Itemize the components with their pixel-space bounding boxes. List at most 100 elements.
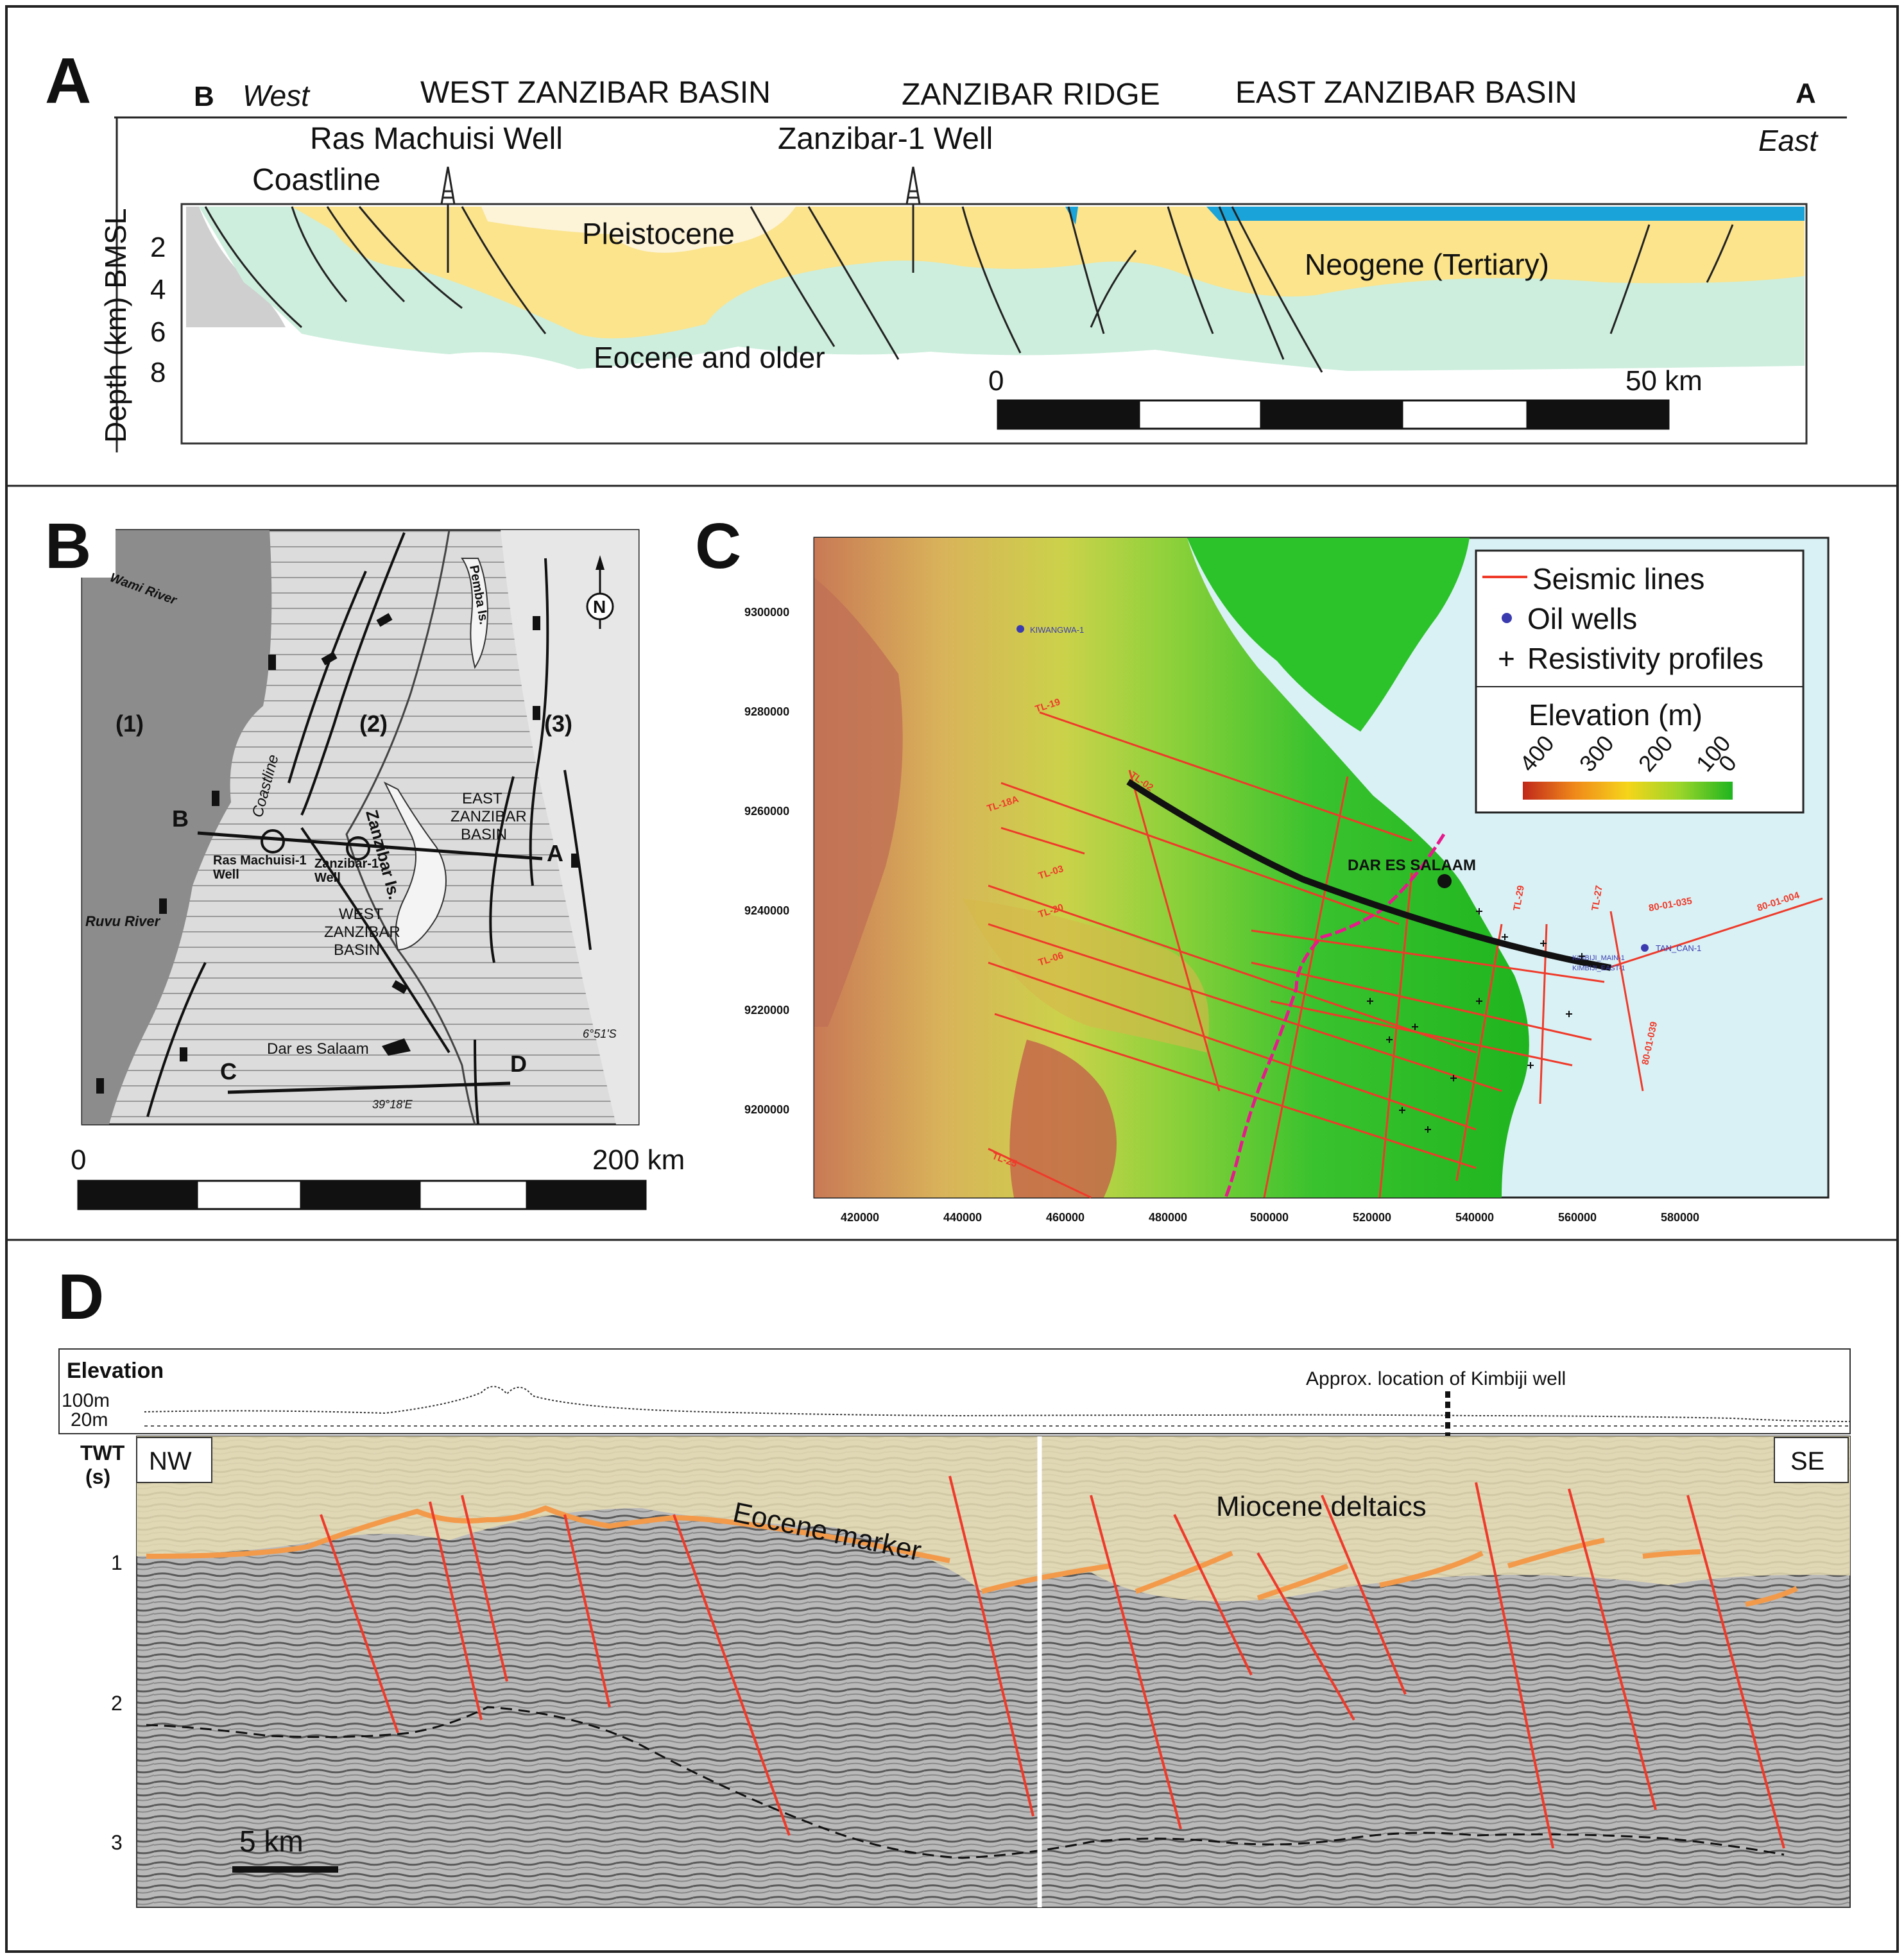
zone-2-label: (2) xyxy=(359,710,388,737)
depth-tick-6: 6 xyxy=(150,316,166,348)
legend-resistivity-swatch: + xyxy=(1498,642,1515,675)
elevation-color-bar xyxy=(1523,782,1733,800)
panel-b-letter-box xyxy=(39,507,116,578)
west-basin-label-2: ZANZIBAR xyxy=(324,923,400,941)
miocene-deltaics-label: Miocene deltaics xyxy=(1216,1491,1427,1522)
scale-bar-a xyxy=(997,399,1670,430)
coastline-b xyxy=(345,529,476,1125)
neogene-label: Neogene (Tertiary) xyxy=(1305,248,1549,281)
dem-red-highland xyxy=(814,578,903,1027)
se-box xyxy=(1774,1437,1849,1483)
well-kimbiji-main-label: KIMBIJI_MAIN-1 xyxy=(1572,954,1625,962)
c-y-tick-5: 9200000 xyxy=(744,1103,789,1116)
basement-reflector-dashed xyxy=(146,1706,1785,1859)
scale-a-start: 0 xyxy=(988,365,1004,397)
scale-d-label: 5 km xyxy=(239,1825,304,1858)
panel-c-letter: C xyxy=(695,510,741,582)
scale-bar-d xyxy=(232,1866,338,1873)
latitude-label: 6°51'S xyxy=(583,1027,617,1040)
legend-box xyxy=(1475,549,1805,814)
pemba-island-b xyxy=(461,558,489,669)
scale-b-start: 0 xyxy=(71,1144,86,1176)
section-line-cd xyxy=(227,1081,511,1094)
panel-d-letter: D xyxy=(58,1261,104,1333)
zone-1-label: (1) xyxy=(116,710,144,737)
depth-axis-label: Depth (km) BMSL xyxy=(99,208,132,443)
depth-tick-8: 8 xyxy=(150,357,166,388)
c-x-tick-1: 440000 xyxy=(943,1211,982,1224)
offshore-zone-3 xyxy=(501,530,639,1124)
panel-d: D Elevation 100m 20m Approx. location of… xyxy=(58,1261,1851,1908)
dem-mid-yellow xyxy=(963,898,1209,1052)
line-label-tl27: TL-27 xyxy=(1590,884,1605,911)
panel-b: B Wami River Ruvu River (1) (2) (3) Coas… xyxy=(39,507,685,1210)
east-basin-label-1: EAST xyxy=(462,790,502,807)
north-label: N xyxy=(593,597,606,617)
faults-b xyxy=(146,532,592,1125)
c-y-tick-3: 9240000 xyxy=(744,904,789,917)
dar-es-salaam-b-label: Dar es Salaam xyxy=(267,1040,369,1058)
dem-red-south xyxy=(1009,1040,1117,1198)
map-end-a: A xyxy=(547,840,563,866)
kimbiji-location-label: Approx. location of Kimbiji well xyxy=(1306,1368,1566,1389)
pleistocene-label: Pleistocene xyxy=(582,217,735,250)
ruvu-river-label: Ruvu River xyxy=(85,913,161,929)
zanzibar-1-well-label: Zanzibar-1 Well xyxy=(778,122,993,156)
c-y-tick-2: 9260000 xyxy=(744,805,789,818)
legend-seismic-label: Seismic lines xyxy=(1532,562,1704,596)
section-end-a: A xyxy=(1796,78,1816,109)
zanzibar-1-b-label-1: Zanzibar-1 xyxy=(314,857,379,871)
east-label: East xyxy=(1758,124,1819,157)
resistivity-profile-crosses xyxy=(1367,908,1585,1133)
fault-ticks-b xyxy=(96,613,579,1094)
basement-gray xyxy=(186,207,286,327)
c-x-tick-6: 540000 xyxy=(1455,1211,1494,1224)
dem-land xyxy=(814,538,1529,1198)
longitude-label: 39°18'E xyxy=(372,1098,413,1111)
faults-d xyxy=(320,1475,1785,1849)
c-x-tick-4: 500000 xyxy=(1250,1211,1289,1224)
zone-3-label: (3) xyxy=(544,710,572,737)
topography-profile xyxy=(144,1386,1851,1422)
panel-a: A B West WEST ZANZIBAR BASIN ZANZIBAR RI… xyxy=(45,45,1847,452)
zanzibar-1-b-label-2: Well xyxy=(314,871,341,885)
panel-a-letter: A xyxy=(45,45,91,117)
east-basin-label-2: ZANZIBAR xyxy=(450,808,527,825)
west-basin-label-3: BASIN xyxy=(334,941,380,959)
line-label-tl29: TL-29 xyxy=(1511,884,1527,911)
panel-b-letter: B xyxy=(45,510,91,582)
scale-b-end: 200 km xyxy=(592,1144,685,1176)
map-end-d: D xyxy=(510,1051,527,1077)
twt-tick-1: 1 xyxy=(111,1551,123,1574)
c-x-tick-2: 460000 xyxy=(1046,1211,1085,1224)
c-y-tick-4: 9220000 xyxy=(744,1004,789,1017)
elev-100m: 100m xyxy=(62,1390,110,1411)
well-derrick-1 xyxy=(440,166,456,273)
section-end-b: B xyxy=(194,81,214,112)
panel-c: C DAR ES SALAAM xyxy=(695,510,1830,1224)
miocene-deltaics-fill xyxy=(137,1436,1850,1601)
transect-line-black xyxy=(1126,778,1611,971)
map-end-c: C xyxy=(220,1058,237,1085)
figure-frame xyxy=(5,5,1899,1953)
ras-machuisi-b-label-2: Well xyxy=(213,868,239,882)
ras-machuisi-well-label: Ras Machuisi Well xyxy=(310,122,563,156)
legend-well-swatch xyxy=(1502,613,1512,623)
zanzibar-ridge-title: ZANZIBAR RIDGE xyxy=(902,78,1160,112)
nw-box xyxy=(136,1437,212,1483)
pleistocene-layer xyxy=(481,207,796,253)
c-x-tick-8: 580000 xyxy=(1661,1211,1699,1224)
well-kimbiji-east-label: KIMBIJI_EAST-1 xyxy=(1572,965,1625,972)
dar-es-salaam-dot xyxy=(1437,874,1452,888)
twt-label-1: TWT xyxy=(80,1441,125,1464)
eocene-marker-horizon xyxy=(146,1505,1798,1607)
depth-tick-4: 4 xyxy=(150,274,166,305)
legend-resistivity-label: Resistivity profiles xyxy=(1527,642,1763,675)
c-x-tick-3: 480000 xyxy=(1149,1211,1187,1224)
legend-elevation-title: Elevation (m) xyxy=(1529,698,1702,732)
dar-es-salaam-c-label: DAR ES SALAAM xyxy=(1348,857,1476,874)
well-tan-can xyxy=(1641,944,1649,952)
nw-label: NW xyxy=(149,1447,192,1475)
well-kiwangwa-label: KIWANGWA-1 xyxy=(1030,625,1084,635)
ras-machuisi-b-label-1: Ras Machuisi-1 xyxy=(213,854,307,868)
